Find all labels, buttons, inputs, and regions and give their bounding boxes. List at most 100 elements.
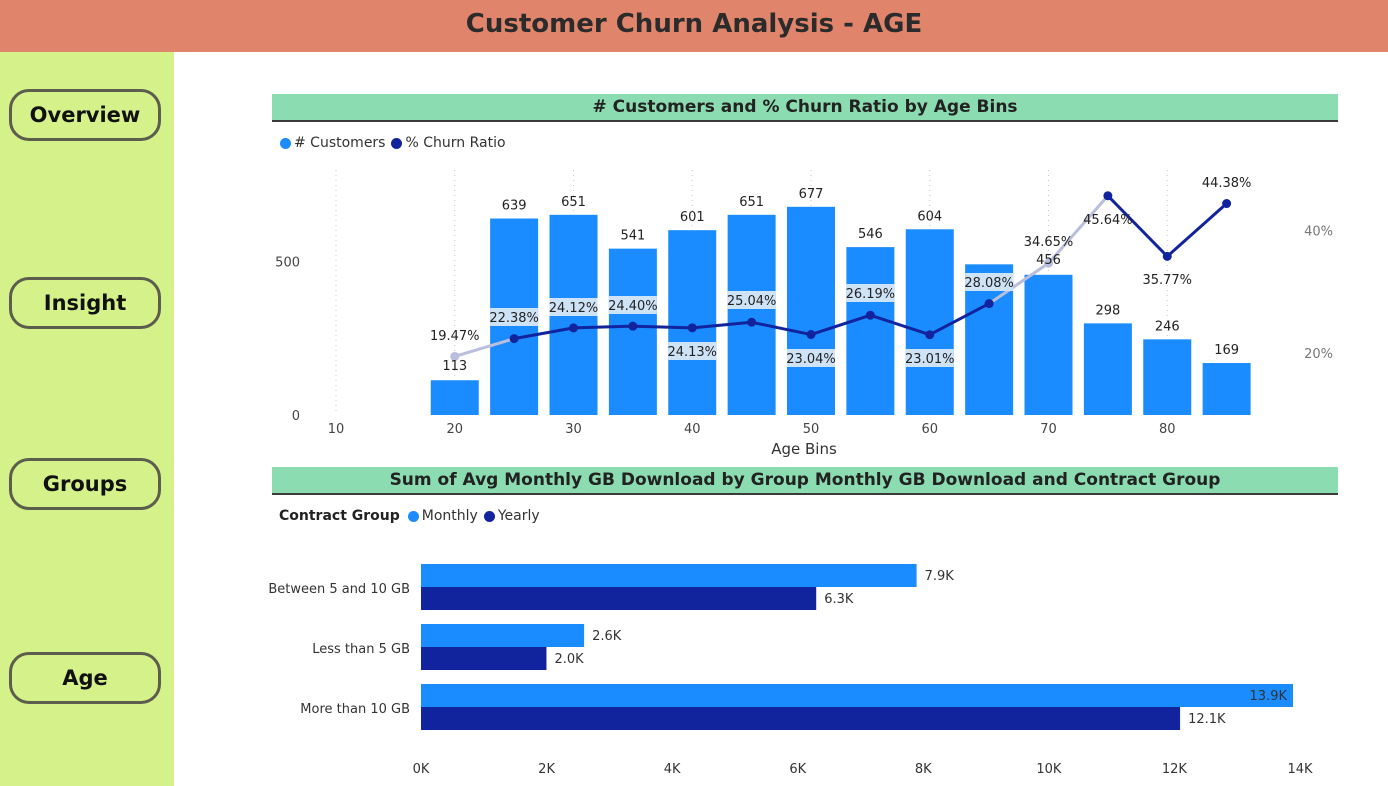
legend-label: Yearly <box>497 508 540 524</box>
legend-item-churn[interactable]: % Churn Ratio <box>391 135 506 151</box>
customers-bar[interactable] <box>608 248 657 415</box>
churn-point[interactable] <box>687 323 697 333</box>
bar-data-label: 2.0K <box>554 652 584 667</box>
churn-point[interactable] <box>1044 258 1053 268</box>
churn-line-segment <box>751 320 812 337</box>
churn-data-label: 26.19% <box>846 287 896 302</box>
churn-line-segment <box>929 302 990 337</box>
customers-data-label: 456 <box>1036 253 1061 268</box>
chart2-legend: Contract Group Monthly Yearly <box>279 508 546 524</box>
churn-data-label: 45.64% <box>1083 213 1133 228</box>
customers-bar[interactable] <box>846 247 895 415</box>
legend-dot-icon <box>483 510 495 522</box>
x-tick-label: 70 <box>1040 422 1057 437</box>
overview-button[interactable]: Overview <box>9 89 161 141</box>
churn-line-segment <box>632 324 693 330</box>
customers-bar[interactable] <box>1083 323 1132 415</box>
page-title: Customer Churn Analysis - AGE <box>465 9 923 39</box>
x-tick-label: 50 <box>803 422 820 437</box>
category-label: More than 10 GB <box>300 702 410 717</box>
legend-item-customers[interactable]: # Customers <box>280 135 385 151</box>
age-button[interactable]: Age <box>9 652 161 704</box>
customers-data-label: 677 <box>799 187 824 202</box>
monthly-bar[interactable] <box>421 624 585 647</box>
churn-label-bg <box>846 284 895 302</box>
customers-bar[interactable] <box>787 206 835 415</box>
churn-label-bg <box>787 349 835 367</box>
x-axis-title: Age Bins <box>771 440 837 458</box>
y-tick-label: 0 <box>292 409 300 424</box>
churn-line-segment <box>1106 194 1169 258</box>
customers-data-label: 601 <box>680 210 705 225</box>
customers-bar[interactable] <box>668 230 717 415</box>
monthly-bar[interactable] <box>421 564 917 587</box>
churn-line-segment <box>810 313 871 336</box>
churn-data-label: 22.38% <box>489 311 539 326</box>
churn-point[interactable] <box>509 334 519 344</box>
churn-label-bg <box>965 273 1014 291</box>
x-tick-label: 4K <box>664 762 681 777</box>
churn-point[interactable] <box>806 330 816 340</box>
customers-bar[interactable] <box>1024 274 1073 415</box>
header-bar: Customer Churn Analysis - AGE <box>0 0 1388 52</box>
churn-point[interactable] <box>628 321 638 331</box>
x-tick-label: 10K <box>1036 762 1062 777</box>
yearly-bar[interactable] <box>421 587 817 610</box>
churn-data-label: 24.12% <box>549 301 599 316</box>
x-tick-label: 10 <box>328 422 345 437</box>
legend-item-yearly[interactable]: Yearly <box>483 508 540 524</box>
y2-tick-label: 20% <box>1304 347 1333 362</box>
yearly-bar[interactable] <box>421 707 1181 730</box>
monthly-bar[interactable] <box>421 684 1293 707</box>
churn-point[interactable] <box>569 323 578 333</box>
customers-data-label: 169 <box>1214 343 1239 358</box>
sidebar: Overview Insight Groups Age <box>0 52 174 786</box>
legend-label: Monthly <box>421 508 478 524</box>
insight-button[interactable]: Insight <box>9 277 161 329</box>
churn-label-bg <box>668 342 717 360</box>
legend-item-monthly[interactable]: Monthly <box>407 508 478 524</box>
x-tick-label: 30 <box>565 422 582 437</box>
legend-dot-icon <box>280 137 291 149</box>
category-label: Between 5 and 10 GB <box>268 582 410 597</box>
customers-data-label: 546 <box>858 227 883 242</box>
yearly-bar[interactable] <box>421 647 547 670</box>
x-tick-label: 0K <box>413 762 430 777</box>
x-tick-label: 14K <box>1287 762 1313 777</box>
y2-tick-label: 40% <box>1304 224 1333 239</box>
customers-bar[interactable] <box>905 229 954 415</box>
churn-point[interactable] <box>450 351 460 361</box>
x-tick-label: 8K <box>915 762 932 777</box>
groups-button[interactable]: Groups <box>9 458 161 510</box>
bar-data-label: 12.1K <box>1188 712 1226 727</box>
customers-bar[interactable] <box>1143 339 1192 415</box>
churn-data-label: 25.04% <box>727 294 777 309</box>
churn-data-label: 23.04% <box>786 352 836 367</box>
y-tick-label: 500 <box>275 255 300 270</box>
churn-label-bg <box>490 308 539 326</box>
customers-data-label: 651 <box>739 195 764 210</box>
customers-bar[interactable] <box>727 214 776 415</box>
churn-point[interactable] <box>1103 191 1113 201</box>
legend-dot-icon <box>407 510 419 522</box>
churn-data-label: 24.13% <box>667 345 717 360</box>
churn-point[interactable] <box>1222 199 1232 209</box>
churn-data-label: 44.38% <box>1202 176 1252 191</box>
churn-point[interactable] <box>925 330 935 340</box>
customers-data-label: 604 <box>917 209 942 224</box>
customers-data-label: 113 <box>442 359 467 374</box>
churn-point[interactable] <box>984 299 994 309</box>
customers-bar[interactable] <box>430 380 479 415</box>
churn-label-bg <box>608 296 657 314</box>
x-tick-label: 60 <box>921 422 938 437</box>
x-tick-label: 80 <box>1159 422 1176 437</box>
churn-point[interactable] <box>747 317 757 327</box>
churn-point[interactable] <box>1162 251 1172 261</box>
churn-point[interactable] <box>865 310 875 320</box>
customers-bar[interactable] <box>1202 363 1251 415</box>
legend-label: % Churn Ratio <box>405 135 506 151</box>
churn-line-segment <box>692 320 752 330</box>
churn-line-segment <box>454 337 515 358</box>
churn-data-label: 35.77% <box>1142 273 1192 288</box>
